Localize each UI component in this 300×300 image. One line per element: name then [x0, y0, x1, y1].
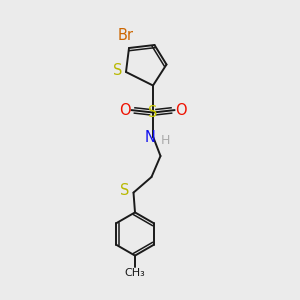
Text: S: S — [113, 63, 122, 78]
Text: O: O — [120, 103, 131, 118]
Text: N: N — [145, 130, 155, 145]
Text: Br: Br — [117, 28, 134, 43]
Text: CH₃: CH₃ — [124, 268, 146, 278]
Text: H: H — [161, 134, 170, 148]
Text: O: O — [175, 103, 186, 118]
Text: S: S — [120, 183, 130, 198]
Text: S: S — [148, 105, 158, 120]
